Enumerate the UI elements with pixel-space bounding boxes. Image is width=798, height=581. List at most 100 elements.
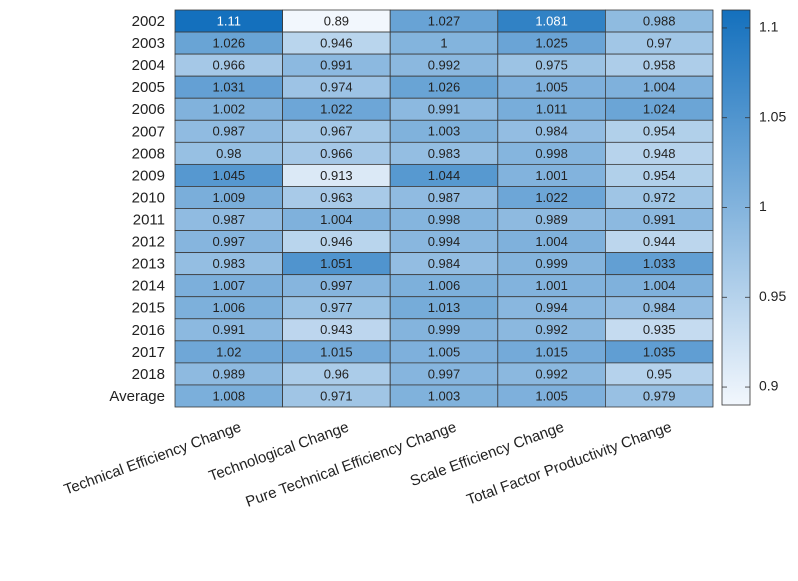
row-label: 2012 [132,234,165,251]
cell-label: 1.022 [535,190,568,205]
row-label: 2009 [132,167,165,184]
cell-label: 0.997 [213,234,246,249]
cell-label: 1.005 [428,344,461,359]
cell-label: 1.015 [535,344,568,359]
row-label: 2008 [132,145,165,162]
cell-label: 1.002 [213,102,246,117]
cell-label: 0.96 [324,366,349,381]
cell-label: 1.026 [428,80,461,95]
cell-label: 0.984 [428,256,461,271]
row-label: 2016 [132,322,165,339]
cell-label: 0.975 [535,58,568,73]
cell-label: 0.984 [643,300,676,315]
cell-label: 1.005 [535,388,568,403]
cell-label: 0.998 [428,212,461,227]
row-label: 2014 [132,278,165,295]
cell-label: 1.009 [213,190,246,205]
cell-label: 0.992 [535,366,568,381]
cell-label: 0.991 [428,102,461,117]
row-label: 2006 [132,101,165,118]
colorbar-tick-label: 1 [759,198,767,214]
cell-label: 1.031 [213,80,246,95]
cell-label: 0.97 [647,36,672,51]
cell-label: 1.025 [535,36,568,51]
cell-label: 0.997 [428,366,461,381]
cell-label: 1.006 [213,300,246,315]
cell-label: 0.89 [324,13,349,28]
cell-label: 0.948 [643,146,676,161]
column-label: Pure Technical Efficiency Change [243,419,458,511]
cell-label: 0.983 [428,146,461,161]
cell-label: 0.954 [643,168,676,183]
cell-label: 0.974 [320,80,353,95]
cell-label: 0.989 [535,212,568,227]
cell-label: 0.991 [320,58,353,73]
cell-label: 1.013 [428,300,461,315]
cell-label: 0.944 [643,234,676,249]
row-label: 2015 [132,300,165,317]
cell-label: 1.011 [536,102,568,117]
cell-label: 1.044 [428,168,461,183]
cell-label: 0.997 [320,278,353,293]
row-label: 2004 [132,57,165,74]
cell-label: 1.015 [320,344,353,359]
cell-label: 0.971 [320,388,353,403]
cell-label: 0.999 [535,256,568,271]
cell-label: 0.972 [643,190,676,205]
cell-label: 0.988 [643,13,676,28]
row-label: 2002 [132,13,165,30]
cell-label: 1.022 [320,102,353,117]
cell-label: 1.11 [217,13,241,28]
cell-label: 0.999 [428,322,461,337]
row-label: 2005 [132,79,165,96]
row-label: 2017 [132,344,165,361]
cell-label: 0.963 [320,190,353,205]
colorbar-tick-label: 0.9 [759,378,779,394]
row-label: 2013 [132,256,165,273]
cell-label: 0.966 [320,146,353,161]
row-label: 2007 [132,123,165,140]
cell-label: 0.987 [428,190,461,205]
cell-label: 0.994 [535,300,568,315]
cell-label: 1.027 [428,13,461,28]
cell-label: 1.02 [216,344,241,359]
cell-label: 0.946 [320,36,353,51]
cell-label: 0.958 [643,58,676,73]
cell [605,384,714,408]
row-label: 2011 [133,211,165,228]
cell-label: 0.967 [320,124,353,139]
cell-label: 0.987 [213,212,246,227]
row-label: Average [109,388,165,405]
cell-label: 0.913 [320,168,353,183]
cell-label: 1.026 [213,36,246,51]
cell-label: 0.954 [643,124,676,139]
column-label: Total Factor Productivity Change [464,419,674,509]
cell-label: 0.987 [213,124,246,139]
cell-label: 1.045 [213,168,246,183]
cell-label: 1.035 [643,344,676,359]
row-label: 2010 [132,189,165,206]
row-label: 2003 [132,35,165,52]
cell-label: 0.992 [535,322,568,337]
cell-label: 1.004 [320,212,353,227]
cell-label: 1.033 [643,256,676,271]
cell-label: 1.007 [213,278,246,293]
cell-label: 1.051 [320,256,353,271]
cell-label: 0.979 [643,388,676,403]
cell-label: 1.005 [535,80,568,95]
cell-label: 0.95 [647,366,672,381]
cell-label: 0.984 [535,124,568,139]
cell-label: 0.946 [320,234,353,249]
cell-label: 0.977 [320,300,353,315]
cell-label: 0.991 [643,212,676,227]
cell-label: 1.003 [428,388,461,403]
cell-label: 1.008 [213,388,246,403]
column-label: Technical Efficiency Change [62,419,244,499]
cell-label: 1.001 [535,278,568,293]
colorbar-tick-label: 0.95 [759,288,786,304]
cell-label: 0.943 [320,322,353,337]
cell-label: 0.935 [643,322,676,337]
cell-label: 0.991 [213,322,246,337]
cell-label: 1.003 [428,124,461,139]
